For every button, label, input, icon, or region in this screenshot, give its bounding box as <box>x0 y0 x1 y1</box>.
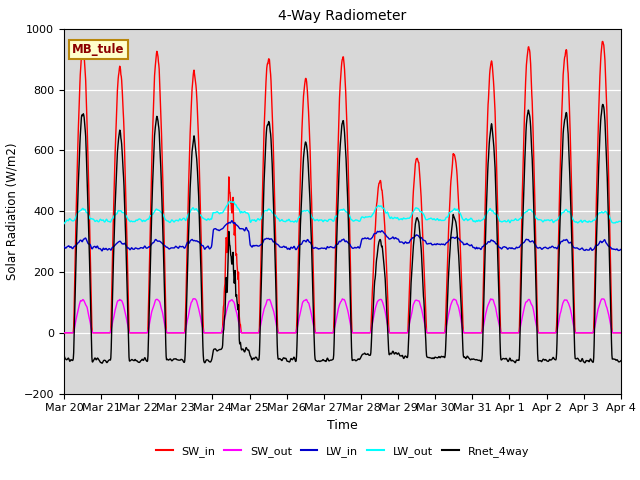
Legend: SW_in, SW_out, LW_in, LW_out, Rnet_4way: SW_in, SW_out, LW_in, LW_out, Rnet_4way <box>152 441 533 461</box>
X-axis label: Time: Time <box>327 419 358 432</box>
Title: 4-Way Radiometer: 4-Way Radiometer <box>278 10 406 24</box>
Text: MB_tule: MB_tule <box>72 43 125 56</box>
Y-axis label: Solar Radiation (W/m2): Solar Radiation (W/m2) <box>5 143 18 280</box>
